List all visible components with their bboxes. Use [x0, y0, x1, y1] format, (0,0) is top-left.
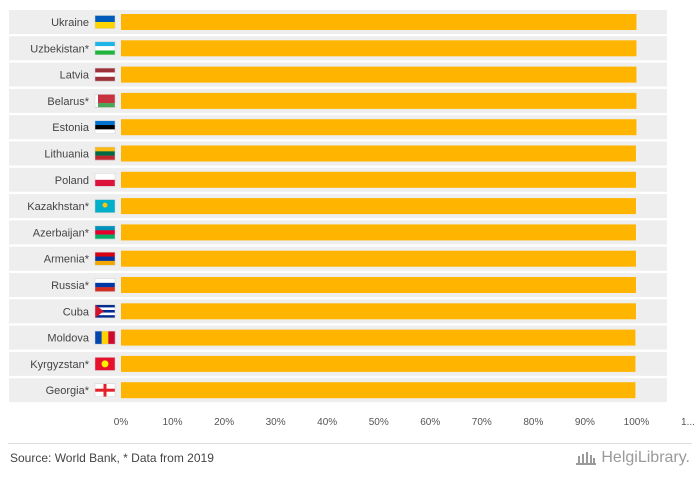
country-label: Kyrgyzstan* — [30, 359, 89, 371]
bar — [121, 119, 637, 136]
chart-row: Lithuania — [9, 141, 667, 166]
bar — [121, 171, 636, 188]
bar-chart: Ukraine Uzbekistan* Latvia Belarus* Estonia L… — [9, 10, 695, 428]
uzbekistan-flag-icon — [94, 41, 116, 56]
bar — [121, 382, 636, 399]
chart-row: Uzbekistan* — [9, 36, 667, 61]
x-tick-label: 50% — [369, 417, 389, 428]
bar — [121, 40, 637, 57]
bar — [121, 250, 636, 267]
chart-row: Georgia* — [9, 378, 667, 403]
country-label: Azerbaijan* — [33, 227, 90, 239]
chart-row: Russia* — [9, 273, 667, 297]
country-label: Georgia* — [46, 385, 90, 397]
country-label: Cuba — [63, 306, 90, 318]
source-note: Source: World Bank, * Data from 2019 — [10, 451, 214, 465]
logo-text: HelgiLibrary. — [601, 449, 690, 466]
bar — [121, 145, 636, 162]
azerbaijan-flag-icon — [94, 225, 116, 240]
country-label: Moldova — [47, 333, 89, 345]
chart-row: Moldova — [9, 325, 667, 350]
bar — [121, 303, 636, 320]
x-tick-label: 70% — [472, 417, 492, 428]
chart-row: Kazakhstan* — [9, 194, 667, 219]
bar — [121, 277, 636, 293]
armenia-flag-icon — [94, 251, 116, 266]
country-label: Uzbekistan* — [30, 43, 89, 55]
kyrgyzstan-flag-icon — [94, 357, 116, 371]
library-building-icon — [576, 452, 597, 465]
country-label: Estonia — [52, 122, 90, 134]
country-label: Lithuania — [44, 149, 90, 161]
x-tick-label: 40% — [317, 417, 337, 428]
x-tick-label: 60% — [420, 417, 440, 428]
country-label: Armenia* — [44, 254, 90, 266]
bar — [121, 198, 636, 215]
georgia-flag-icon — [94, 383, 116, 397]
x-tick-label: 10% — [163, 417, 183, 428]
country-label: Belarus* — [47, 96, 89, 108]
x-tick-label: 90% — [575, 417, 595, 428]
x-tick-label: 80% — [523, 417, 543, 428]
moldova-flag-icon — [94, 330, 116, 345]
country-label: Kazakhstan* — [27, 201, 89, 213]
chart-row: Kyrgyzstan* — [9, 351, 667, 376]
footer-divider — [8, 443, 692, 444]
bar — [121, 14, 637, 30]
belarus-flag-icon — [94, 94, 116, 108]
helgi-library-logo[interactable]: HelgiLibrary. — [575, 449, 690, 467]
x-tick-label: 30% — [266, 417, 286, 428]
ukraine-flag-icon — [94, 15, 116, 29]
russia-flag-icon — [94, 278, 116, 292]
bar — [121, 355, 636, 372]
chart-row: Latvia — [9, 62, 667, 87]
chart-row: Azerbaijan* — [9, 220, 667, 245]
chart-row: Estonia — [9, 115, 667, 140]
chart-row: Armenia* — [9, 246, 667, 271]
bar — [121, 92, 637, 109]
bar — [121, 329, 636, 346]
country-label: Russia* — [51, 280, 90, 292]
chart-row: Cuba — [9, 299, 667, 324]
country-label: Latvia — [60, 70, 90, 82]
poland-flag-icon — [94, 173, 116, 187]
country-label: Poland — [55, 175, 89, 187]
bar — [121, 224, 636, 241]
estonia-flag-icon — [94, 120, 116, 134]
kazakhstan-flag-icon — [94, 199, 116, 213]
cuba-flag-icon — [94, 304, 116, 319]
x-tick-label: 100% — [624, 417, 650, 428]
x-tick-label: 20% — [214, 417, 234, 428]
x-tick-label: 1... — [681, 417, 695, 428]
chart-row: Poland — [9, 167, 667, 192]
chart-row: Belarus* — [9, 88, 667, 113]
bar — [121, 66, 637, 83]
latvia-flag-icon — [94, 67, 116, 82]
lithuania-flag-icon — [94, 146, 116, 161]
country-label: Ukraine — [51, 17, 89, 29]
chart-row: Ukraine — [9, 10, 667, 34]
x-tick-label: 0% — [114, 417, 129, 428]
